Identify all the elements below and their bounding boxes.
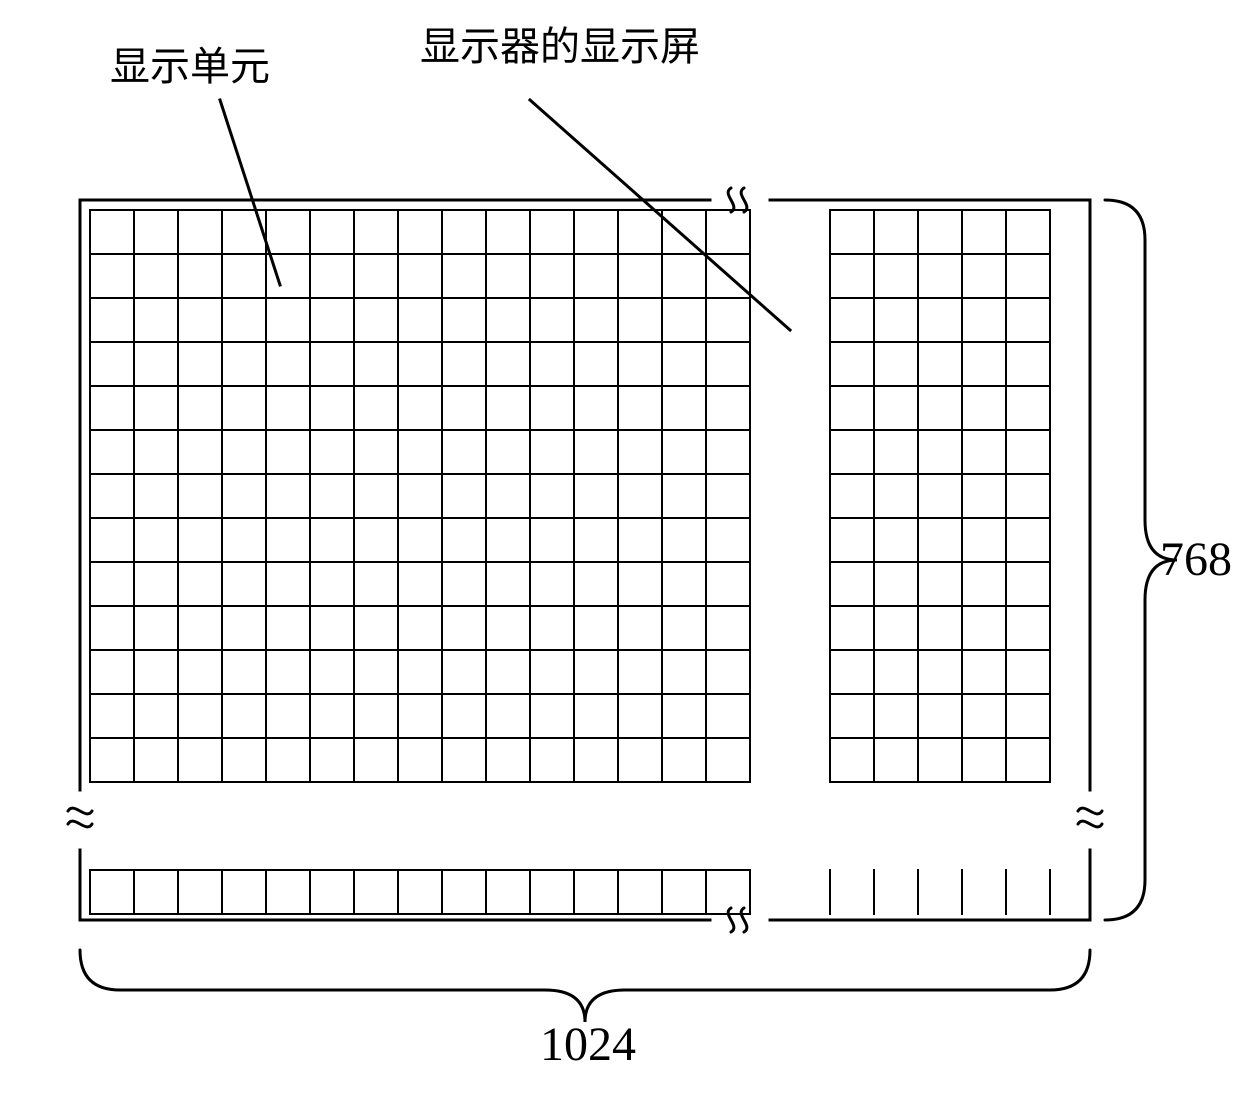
label-display-screen: 显示器的显示屏 <box>420 24 700 69</box>
label-height: 768 <box>1160 533 1232 586</box>
label-width: 1024 <box>540 1018 636 1071</box>
label-display-unit: 显示单元 <box>110 44 270 89</box>
